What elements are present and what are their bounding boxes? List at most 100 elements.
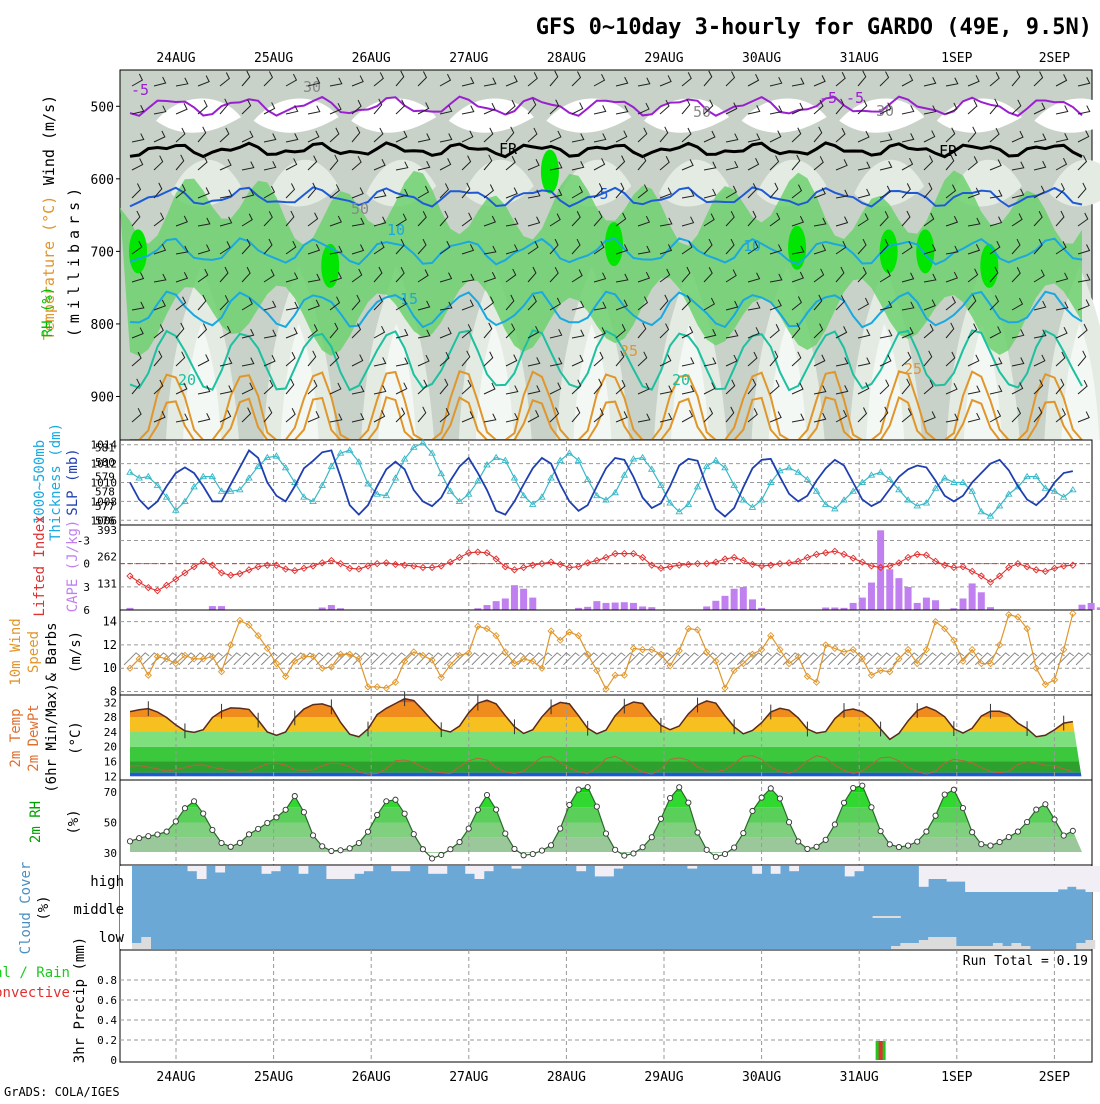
wind-barb — [967, 75, 980, 87]
wind-barb — [263, 71, 274, 87]
wind-barb — [153, 155, 164, 171]
wind-barb — [1033, 238, 1043, 255]
wind-barb — [439, 183, 450, 199]
wind-barb — [659, 217, 673, 227]
li-series-point — [712, 558, 720, 566]
wind10-barb — [206, 652, 223, 666]
isotherm-label: 10 — [743, 237, 761, 255]
wind-barb — [879, 160, 893, 171]
wind-barb — [989, 326, 1002, 339]
rh-band — [130, 837, 1082, 853]
rh-dry-patch — [839, 98, 925, 133]
pressure-tick: 900 — [91, 390, 114, 405]
date-label-top: 1SEP — [941, 51, 972, 66]
wind-barb — [153, 379, 164, 395]
wind10-barb — [718, 652, 736, 666]
wind-barb — [945, 127, 956, 143]
wind-barb — [263, 354, 276, 367]
rh2m-series-point — [612, 846, 619, 853]
wind-barb — [923, 212, 935, 227]
thickness-series-point — [986, 512, 995, 519]
wind-barb — [747, 210, 757, 227]
wind10-series-point — [574, 631, 583, 640]
wind10-series-point — [254, 631, 262, 640]
rh2m-tick: 30 — [104, 847, 117, 860]
cape-bar — [748, 599, 756, 610]
wind-barb — [813, 75, 826, 87]
rh-dry-patch — [448, 98, 534, 133]
li-series-point — [391, 560, 400, 569]
wind-barb — [967, 126, 977, 143]
wind-barb — [1055, 210, 1065, 227]
wind-barb — [263, 329, 277, 339]
cloud-high-gap — [928, 866, 938, 879]
wind-barb — [769, 155, 780, 171]
cape-label: CAPE (J/kg) — [65, 520, 81, 613]
wind-barb — [285, 73, 298, 87]
cape-bar — [959, 598, 967, 610]
li-series-point — [593, 556, 601, 565]
wind-barb — [263, 161, 277, 171]
wind-barb — [703, 161, 717, 171]
cloud-bg — [132, 866, 1092, 949]
thickness-tick: 577 — [95, 500, 115, 513]
wind-barb — [439, 158, 452, 171]
wind-barb — [439, 240, 451, 255]
wind-barb — [241, 297, 253, 311]
isotherm-label: FR — [939, 142, 958, 160]
wind-barb — [527, 98, 537, 115]
wind-barb — [945, 296, 956, 311]
rh2m-series-point — [1014, 828, 1021, 835]
cape-bar — [922, 597, 930, 610]
wind-barb — [923, 182, 933, 199]
wind10-barb — [480, 652, 498, 666]
rh2m-series-point — [749, 807, 756, 815]
wind-barb — [263, 185, 276, 199]
wind-barb — [571, 354, 584, 367]
rh2m-series-point — [154, 831, 161, 838]
wind10-barb — [517, 652, 534, 666]
wind-barb — [351, 268, 363, 283]
wind-barb — [395, 213, 407, 227]
wind10-barb — [123, 652, 141, 666]
wind-barb — [989, 385, 1003, 395]
thickness-series-point — [355, 458, 363, 465]
wind-barb — [197, 155, 208, 171]
rh2m-series-point — [932, 812, 939, 819]
wind-barb — [769, 299, 782, 311]
wind10-series-point — [437, 673, 445, 682]
wind-barb — [131, 133, 145, 143]
thickness-series-point — [593, 491, 601, 499]
wind-barb — [901, 301, 915, 311]
temp-band — [130, 761, 1082, 773]
wind-barb — [241, 266, 251, 283]
temp2m-unit: (°C) — [68, 721, 84, 755]
wind-barb — [417, 329, 431, 339]
wind10-barb — [361, 652, 379, 666]
wind-barb — [307, 76, 321, 87]
li-series-point — [812, 550, 821, 559]
wind-barb — [527, 159, 540, 171]
wind-barb — [659, 187, 672, 199]
wind-barb — [725, 238, 735, 255]
wind-barb — [901, 272, 915, 283]
cape-bar — [318, 607, 326, 610]
wind-barb — [351, 244, 365, 255]
wind-barb — [483, 322, 493, 339]
rh2m-series-point — [685, 799, 692, 806]
rh-moist-core — [671, 323, 709, 440]
wind-barb — [329, 413, 343, 423]
wind-barb — [835, 216, 849, 227]
wind-barb — [307, 105, 321, 115]
rh2m-series-point — [740, 830, 747, 837]
cape-bar — [1087, 602, 1095, 610]
wind-barb — [637, 154, 647, 171]
rh2m-series-point — [1033, 806, 1040, 813]
wind-barb — [571, 71, 582, 87]
li-series-point — [1014, 559, 1022, 568]
wind-barb — [307, 299, 320, 311]
wind-barb — [549, 297, 561, 311]
wind10-series-point — [904, 645, 912, 654]
li-series-point — [1069, 561, 1077, 569]
temp2m-tick: 20 — [104, 741, 117, 754]
